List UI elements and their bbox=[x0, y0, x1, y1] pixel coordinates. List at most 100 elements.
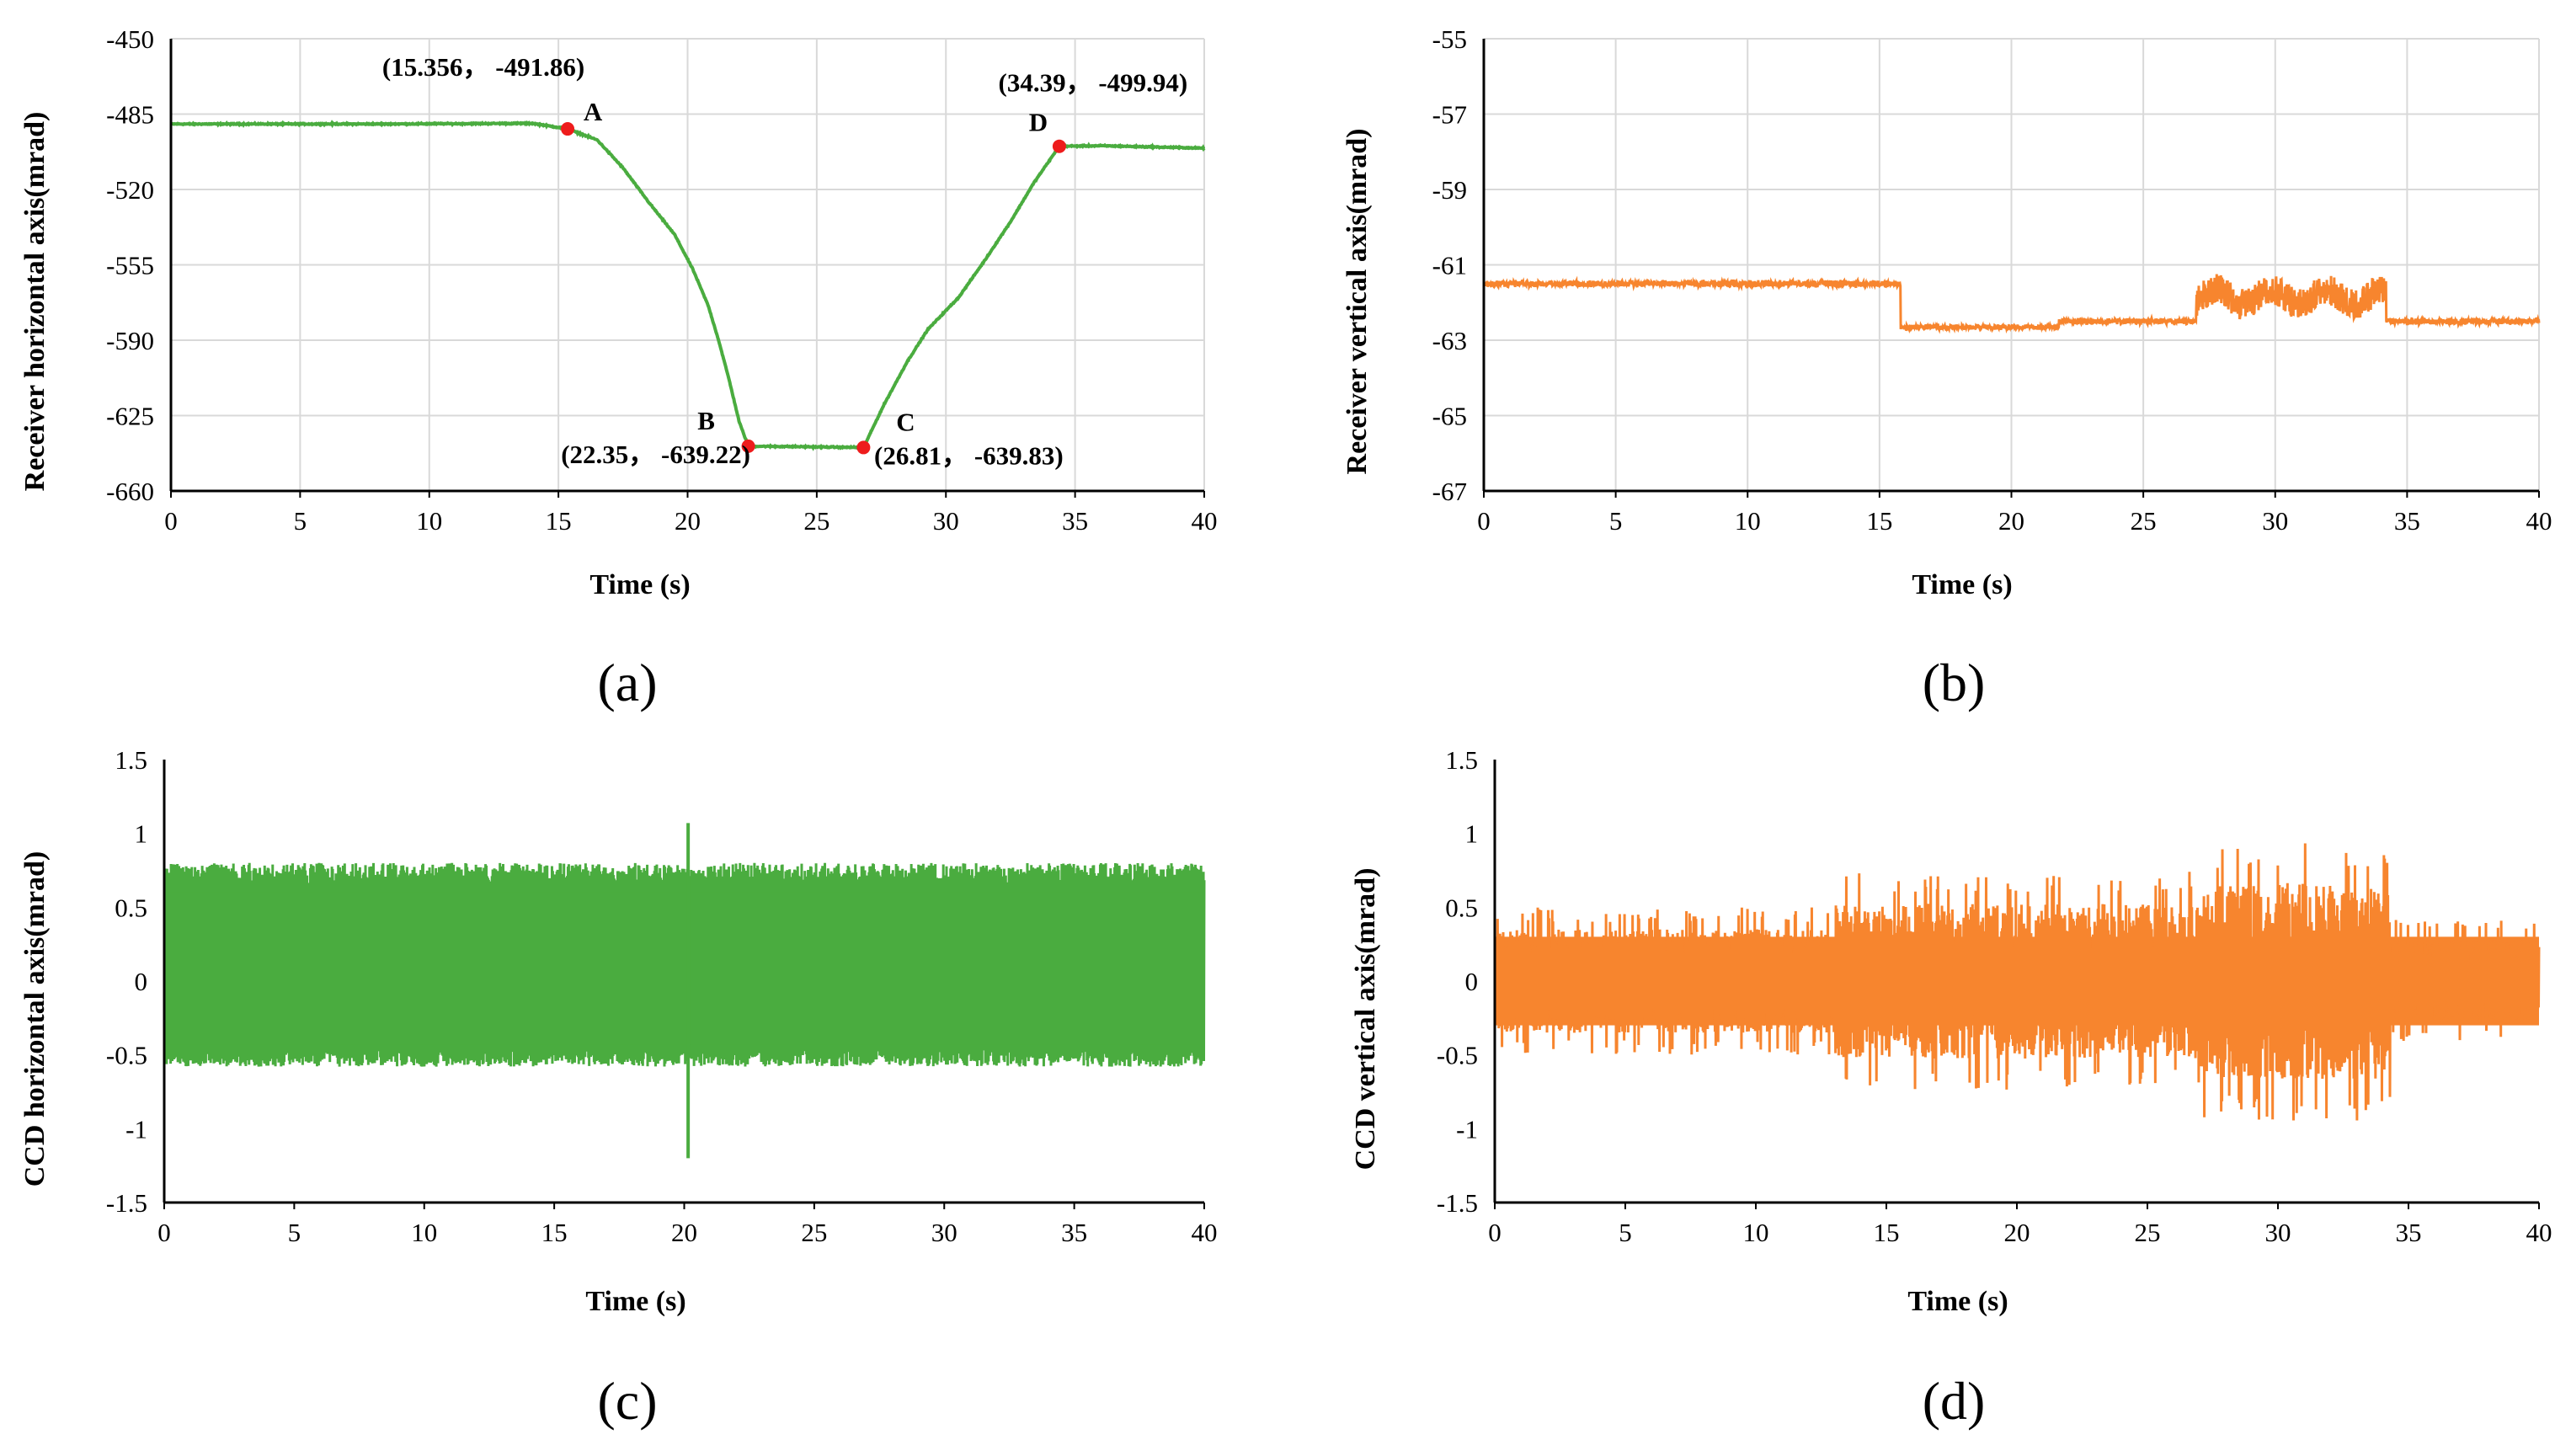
marker-point-c bbox=[856, 440, 871, 455]
y-tick-label: -625 bbox=[106, 402, 154, 431]
y-tick-label: -67 bbox=[1432, 477, 1467, 506]
x-tick-label: 5 bbox=[1619, 1218, 1632, 1247]
x-tick-label: 0 bbox=[1488, 1218, 1502, 1247]
marker-coordinate-c: (26.81， -639.83) bbox=[874, 440, 1064, 470]
panel-a-markers: A(15.356， -491.86) B (22.35， -639.22) C (26.… bbox=[382, 52, 1187, 470]
x-tick-label: 35 bbox=[2394, 506, 2420, 536]
panel-c-caption: (c) bbox=[597, 1371, 657, 1431]
marker-coordinate-b: (22.35， -639.22) bbox=[561, 440, 750, 469]
panel-c-axes bbox=[163, 760, 1205, 1209]
y-tick-label: 0 bbox=[1465, 967, 1479, 996]
panel-b-x-axis-label: Time (s) bbox=[1912, 569, 2012, 600]
x-tick-label: 10 bbox=[1743, 1218, 1769, 1247]
panel-d-axes bbox=[1493, 760, 2540, 1209]
y-tick-label: -660 bbox=[106, 477, 154, 506]
marker-point-b bbox=[741, 439, 755, 453]
y-tick-label: -555 bbox=[106, 251, 154, 280]
panel-b-series bbox=[1482, 274, 2541, 334]
panel-a-caption: (a) bbox=[597, 653, 657, 712]
y-tick-label: -1 bbox=[125, 1114, 147, 1144]
y-tick-label: -0.5 bbox=[106, 1041, 147, 1070]
y-tick-label: 0.5 bbox=[1445, 893, 1478, 922]
panel-a-receiver-horizontal: 0 5 10 15 20 25 30 35 40 -450 -485 -520 -555 -590 -62… bbox=[19, 24, 1218, 712]
x-tick-label: 30 bbox=[2262, 506, 2288, 536]
x-tick-label: 35 bbox=[1061, 1218, 1087, 1247]
marker-coordinate-d: (34.39， -499.94) bbox=[999, 68, 1188, 98]
x-tick-label: 40 bbox=[1192, 506, 1218, 536]
y-tick-label: 1.5 bbox=[1445, 745, 1478, 775]
panel-b-receiver-vertical: 0 5 10 15 20 25 30 35 40 -55 -57 -59 -61 -63 -65 -67 T… bbox=[1342, 24, 2552, 712]
y-tick-label: -1.5 bbox=[106, 1188, 147, 1218]
series-line bbox=[1493, 843, 2541, 1121]
panel-b-caption: (b) bbox=[1923, 653, 1986, 712]
panel-d-series bbox=[1493, 843, 2541, 1121]
x-tick-label: 20 bbox=[1998, 506, 2024, 536]
y-tick-label: -61 bbox=[1432, 251, 1467, 280]
marker-label-a: A bbox=[584, 97, 603, 126]
x-tick-label: 20 bbox=[2004, 1218, 2030, 1247]
x-tick-label: 15 bbox=[541, 1218, 568, 1247]
panel-c-x-tick-labels: 0 5 10 15 20 25 30 35 40 bbox=[157, 1218, 1217, 1247]
y-tick-label: -1.5 bbox=[1437, 1188, 1478, 1218]
y-tick-label: -520 bbox=[106, 175, 154, 205]
y-tick-label: 0.5 bbox=[115, 893, 147, 922]
marker-point-d bbox=[1052, 139, 1066, 153]
x-tick-label: 40 bbox=[1192, 1218, 1218, 1247]
x-tick-label: 5 bbox=[294, 506, 307, 536]
panel-b-axes bbox=[1482, 39, 2540, 498]
x-tick-label: 10 bbox=[1735, 506, 1761, 536]
x-tick-label: 30 bbox=[933, 506, 959, 536]
marker-label-c: C bbox=[896, 407, 915, 436]
marker-label-d: D bbox=[1029, 108, 1048, 137]
y-tick-label: 1 bbox=[135, 819, 148, 849]
x-tick-label: 15 bbox=[1866, 506, 1892, 536]
x-tick-label: 15 bbox=[1874, 1218, 1900, 1247]
panel-c-x-axis-label: Time (s) bbox=[585, 1286, 685, 1317]
y-tick-label: 1.5 bbox=[115, 745, 147, 775]
y-tick-label: -65 bbox=[1432, 402, 1467, 431]
panel-b-y-axis-label: Receiver vertical axis(mrad) bbox=[1342, 129, 1373, 475]
y-tick-label: -450 bbox=[106, 24, 154, 54]
panel-a-axes bbox=[169, 39, 1205, 498]
y-tick-label: -1 bbox=[1456, 1114, 1478, 1144]
x-tick-label: 35 bbox=[2396, 1218, 2422, 1247]
panel-b-grid bbox=[1484, 38, 2540, 491]
y-tick-label: -57 bbox=[1432, 100, 1467, 130]
y-tick-label: -485 bbox=[106, 100, 154, 130]
x-tick-label: 30 bbox=[931, 1218, 957, 1247]
series-band bbox=[164, 892, 1204, 1045]
panel-d-x-tick-labels: 0 5 10 15 20 25 30 35 40 bbox=[1488, 1218, 2552, 1247]
panel-c-y-tick-labels: 1.5 1 0.5 0 -0.5 -1 -1.5 bbox=[106, 745, 147, 1218]
marker-point-a bbox=[561, 122, 575, 136]
panel-a-x-tick-labels: 0 5 10 15 20 25 30 35 40 bbox=[164, 506, 1217, 536]
y-tick-label: -63 bbox=[1432, 326, 1467, 355]
panel-d-x-axis-label: Time (s) bbox=[1907, 1286, 2008, 1317]
x-tick-label: 35 bbox=[1062, 506, 1088, 536]
panel-b-y-tick-labels: -55 -57 -59 -61 -63 -65 -67 bbox=[1432, 24, 1467, 506]
panel-b-x-tick-labels: 0 5 10 15 20 25 30 35 40 bbox=[1477, 506, 2552, 536]
panel-c-series bbox=[163, 823, 1206, 1159]
x-tick-label: 20 bbox=[675, 506, 701, 536]
x-tick-label: 5 bbox=[288, 1218, 301, 1247]
panel-a-y-axis-label: Receiver horizontal axis(mrad) bbox=[19, 112, 51, 492]
x-tick-label: 5 bbox=[1609, 506, 1623, 536]
x-tick-label: 25 bbox=[803, 506, 829, 536]
marker-label-b: B bbox=[697, 406, 715, 435]
x-tick-label: 0 bbox=[164, 506, 178, 536]
x-tick-label: 40 bbox=[2526, 506, 2552, 536]
x-tick-label: 20 bbox=[671, 1218, 697, 1247]
panel-d-ccd-vertical: 0 5 10 15 20 25 30 35 40 1.5 1 0.5 0 -0.5 -1 -1.5 Time… bbox=[1350, 745, 2552, 1431]
panel-a-x-axis-label: Time (s) bbox=[589, 569, 690, 600]
y-tick-label: 0 bbox=[135, 967, 148, 996]
x-tick-label: 25 bbox=[2135, 1218, 2161, 1247]
x-tick-label: 25 bbox=[2131, 506, 2157, 536]
panel-d-y-axis-label: CCD vertical axis(mrad) bbox=[1350, 868, 1381, 1171]
panel-a-series bbox=[169, 120, 1206, 451]
series-line bbox=[1482, 274, 2541, 334]
y-tick-label: -0.5 bbox=[1437, 1041, 1478, 1070]
x-tick-label: 40 bbox=[2526, 1218, 2552, 1247]
panel-a-y-tick-labels: -450 -485 -520 -555 -590 -625 -660 bbox=[106, 24, 154, 506]
x-tick-label: 25 bbox=[801, 1218, 827, 1247]
x-tick-label: 0 bbox=[1477, 506, 1491, 536]
